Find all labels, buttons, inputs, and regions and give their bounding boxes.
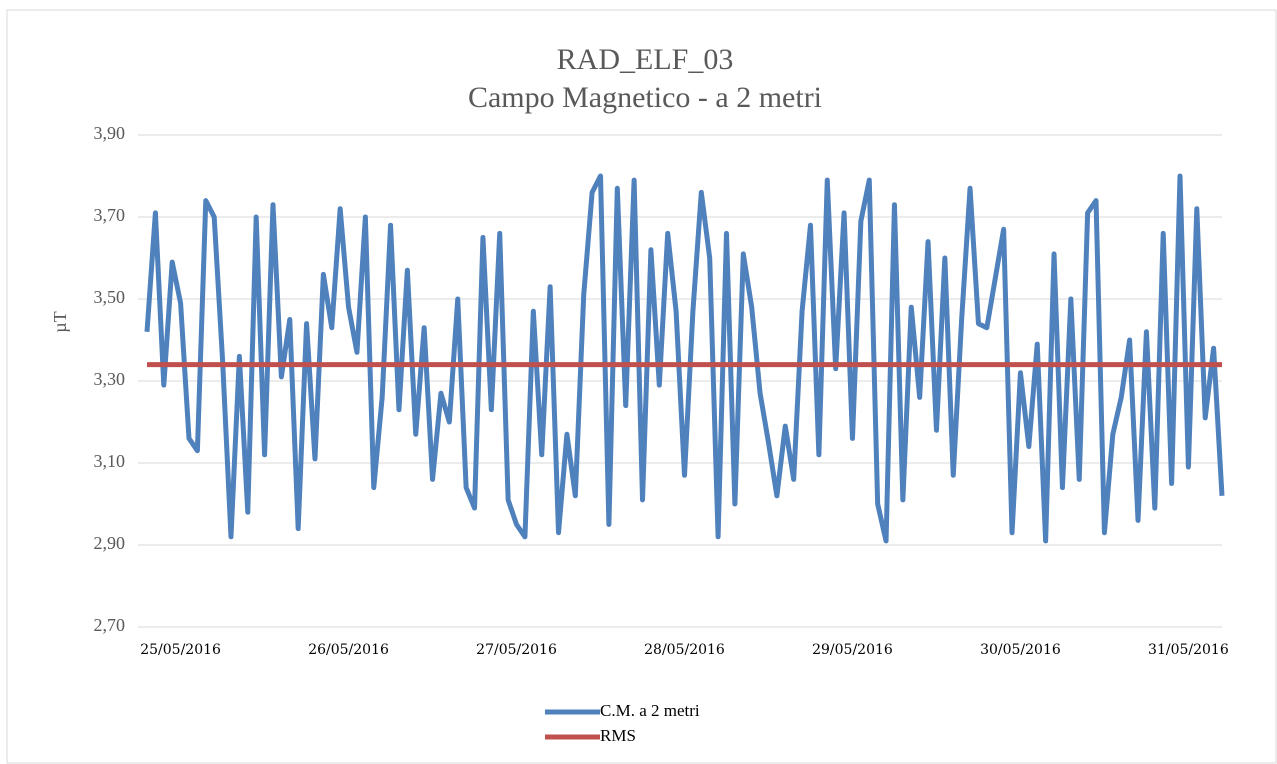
y-tick-label: 3,90 bbox=[94, 123, 126, 143]
y-tick-label: 2,90 bbox=[94, 533, 126, 553]
x-tick-label: 29/05/2016 bbox=[812, 642, 893, 658]
legend-label: C.M. a 2 metri bbox=[600, 701, 700, 720]
x-tick-label: 25/05/2016 bbox=[140, 642, 221, 658]
series-line bbox=[144, 173, 1225, 544]
x-tick-label: 27/05/2016 bbox=[476, 642, 557, 658]
y-axis-label: µT bbox=[50, 311, 70, 332]
y-tick-label: 3,70 bbox=[94, 205, 126, 225]
chart-subtitle: Campo Magnetico - a 2 metri bbox=[468, 81, 822, 114]
x-tick-label: 30/05/2016 bbox=[980, 642, 1061, 658]
legend-label: RMS bbox=[600, 726, 636, 745]
x-tick-label: 31/05/2016 bbox=[1148, 642, 1229, 658]
x-tick-label: 26/05/2016 bbox=[308, 642, 389, 658]
chart-title: RAD_ELF_03 bbox=[557, 43, 734, 76]
y-tick-label: 3,50 bbox=[94, 287, 126, 307]
y-tick-label: 3,30 bbox=[94, 369, 126, 389]
y-tick-label: 3,10 bbox=[94, 451, 126, 471]
x-tick-label: 28/05/2016 bbox=[644, 642, 725, 658]
y-tick-label: 2,70 bbox=[94, 615, 126, 635]
